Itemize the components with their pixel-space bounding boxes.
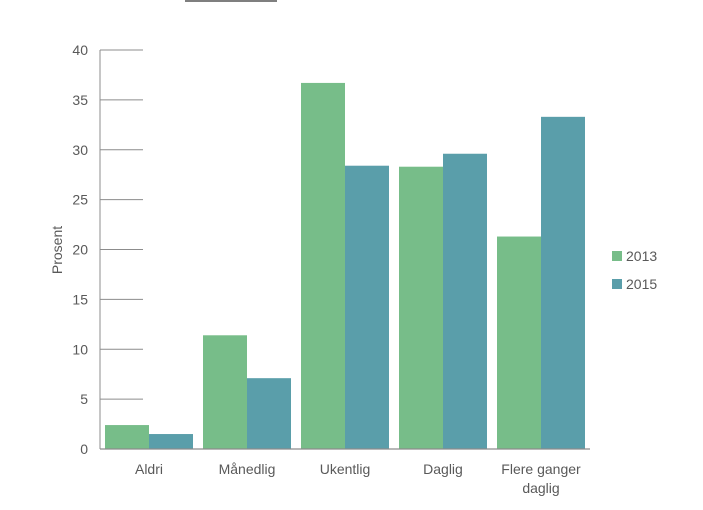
x-tick-label: Månedlig (219, 461, 276, 477)
y-tick-label: 35 (72, 92, 88, 108)
bar-2015-4 (541, 116, 585, 450)
legend-label-2013: 2013 (626, 248, 657, 264)
y-tick-label: 40 (72, 42, 88, 58)
x-tick-label-line: Daglig (423, 461, 463, 477)
x-tick-label-line: Flere ganger (501, 461, 581, 477)
bar-2013-2 (301, 82, 345, 449)
x-tick-label-line: Månedlig (219, 461, 276, 477)
x-tick-label-line: daglig (522, 480, 559, 496)
bars-group (105, 82, 585, 450)
y-tick-label: 30 (72, 142, 88, 158)
x-tick-label: Flere ganger daglig (501, 461, 581, 496)
y-tick-label: 20 (72, 242, 88, 258)
legend: 2013 2015 (612, 248, 657, 292)
bar-2013-3 (399, 166, 443, 449)
legend-swatch-2013 (612, 251, 622, 261)
x-tick-label: Ukentlig (320, 461, 371, 477)
bar-2015-3 (443, 153, 487, 450)
y-tick-label: 0 (80, 441, 88, 457)
bar-2015-2 (345, 165, 389, 449)
x-axis-ticks: Aldri Månedlig Ukentlig Daglig Flere ganger d… (135, 461, 581, 496)
legend-swatch-2015 (612, 279, 622, 289)
bar-2015-0 (149, 434, 193, 449)
y-axis-title: Prosent (49, 226, 65, 274)
bar-2013-4 (497, 236, 541, 449)
bar-2013-1 (203, 335, 247, 449)
y-tick-label: 10 (72, 341, 88, 357)
x-tick-label: Aldri (135, 461, 163, 477)
x-tick-label-line: Aldri (135, 461, 163, 477)
x-tick-label-line: Ukentlig (320, 461, 371, 477)
x-tick-label: Daglig (423, 461, 463, 477)
y-tick-label: 25 (72, 192, 88, 208)
top-tab-indicator (185, 0, 277, 2)
y-axis-ticks: 0 5 10 15 20 25 30 35 40 (72, 42, 143, 457)
bar-2015-1 (247, 378, 291, 449)
bar-2013-0 (105, 425, 149, 449)
legend-label-2015: 2015 (626, 276, 657, 292)
y-tick-label: 5 (80, 391, 88, 407)
y-tick-label: 15 (72, 291, 88, 307)
